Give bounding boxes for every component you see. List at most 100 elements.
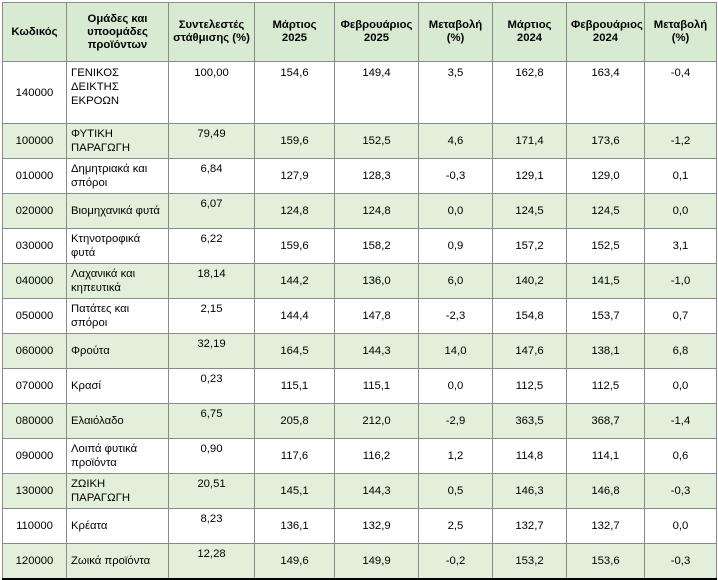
cell-mar2025: 117,6 [254,438,335,474]
cell-change2025: 2,5 [418,508,493,544]
cell-mar2025: 159,6 [254,228,335,264]
cell-weight: 18,14 [168,263,255,299]
cell-feb2025: 116,2 [334,438,419,474]
cell-name: Πατάτες και σπόροι [66,298,169,334]
cell-change2024: 3,1 [644,228,717,264]
cell-feb2025: 128,3 [334,158,419,194]
cell-mar2025: 154,6 [254,61,335,124]
cell-mar2024: 157,2 [492,228,567,264]
cell-mar2024: 140,2 [492,263,567,299]
cell-code: 090000 [2,438,67,474]
cell-change2024: -0,3 [644,543,717,580]
cell-mar2024: 129,1 [492,158,567,194]
cell-code: 130000 [2,473,67,509]
cell-code: 030000 [2,228,67,264]
cell-feb2025: 132,9 [334,508,419,544]
cell-mar2024: 146,3 [492,473,567,509]
cell-mar2024: 112,5 [492,368,567,404]
cell-change2024: -0,4 [644,61,717,124]
table-row: 060000 Φρούτα 32,19 164,5 144,3 14,0 147,6 138,… [2,333,717,369]
cell-weight: 6,22 [168,228,255,264]
cell-name: Ζωικά προϊόντα [66,543,169,580]
cell-feb2025: 149,4 [334,61,419,124]
cell-mar2024: 124,5 [492,193,567,229]
cell-name: Λαχανικά και κηπευτικά [66,263,169,299]
cell-name: Κτηνοτροφικά φυτά [66,228,169,264]
cell-mar2025: 127,9 [254,158,335,194]
cell-weight: 32,19 [168,333,255,369]
header-change-2024: Μεταβολή (%) [644,2,717,62]
cell-mar2025: 164,5 [254,333,335,369]
cell-feb2025: 158,2 [334,228,419,264]
cell-mar2024: 132,7 [492,508,567,544]
cell-change2025: -0,3 [418,158,493,194]
cell-mar2025: 144,4 [254,298,335,334]
cell-change2024: -1,2 [644,123,717,159]
cell-feb2025: 149,9 [334,543,419,580]
table-row: 140000 ΓΕΝΙΚΟΣ ΔΕΙΚΤΗΣ ΕΚΡΟΩΝ 100,00 154,6 1… [2,61,717,124]
cell-feb2024: 132,7 [566,508,645,544]
cell-weight: 79,49 [168,123,255,159]
header-change-2025: Μεταβολή (%) [418,2,493,62]
cell-change2025: 0,9 [418,228,493,264]
cell-change2025: 6,0 [418,263,493,299]
cell-mar2025: 159,6 [254,123,335,159]
cell-weight: 8,23 [168,508,255,544]
header-group: Ομάδες και υποομάδες προϊόντων [66,2,169,62]
cell-feb2025: 115,1 [334,368,419,404]
header-march-2025: Μάρτιος 2025 [254,2,335,62]
table-row: 020000 Βιομηχανικά φυτά 6,07 124,8 124,8 0,0 1… [2,193,717,229]
cell-change2024: 0,7 [644,298,717,334]
header-code: Κωδικός [2,2,67,62]
header-february-2025: Φεβρουάριος 2025 [334,2,419,62]
cell-code: 080000 [2,403,67,439]
cell-feb2024: 153,7 [566,298,645,334]
cell-name: Λοιπά φυτικά προϊόντα [66,438,169,474]
table-row: 080000 Ελαιόλαδο 6,75 205,8 212,0 -2,9 363,5 36… [2,403,717,439]
cell-mar2024: 154,8 [492,298,567,334]
cell-feb2024: 138,1 [566,333,645,369]
cell-change2024: 0,0 [644,508,717,544]
cell-weight: 6,84 [168,158,255,194]
cell-mar2024: 162,8 [492,61,567,124]
cell-feb2024: 368,7 [566,403,645,439]
cell-feb2024: 163,4 [566,61,645,124]
cell-feb2024: 173,6 [566,123,645,159]
cell-code: 060000 [2,333,67,369]
table-row: 090000 Λοιπά φυτικά προϊόντα 0,90 117,6 116,… [2,438,717,474]
cell-name: Δημητριακά και σπόροι [66,158,169,194]
header-weight: Συντελεστές στάθμισης (%) [168,2,255,62]
cell-change2024: 0,1 [644,158,717,194]
cell-name: Κρασί [66,368,169,404]
cell-code: 050000 [2,298,67,334]
cell-change2025: 0,5 [418,473,493,509]
table-row: 040000 Λαχανικά και κηπευτικά 18,14 144,2 13… [2,263,717,299]
cell-name: ΖΩΙΚΗ ΠΑΡΑΓΩΓΗ [66,473,169,509]
cell-change2024: 0,0 [644,193,717,229]
cell-change2025: -2,3 [418,298,493,334]
cell-weight: 2,15 [168,298,255,334]
cell-code: 040000 [2,263,67,299]
cell-change2025: 4,6 [418,123,493,159]
cell-feb2024: 146,8 [566,473,645,509]
cell-mar2025: 144,2 [254,263,335,299]
cell-change2025: 0,0 [418,368,493,404]
table-row: 050000 Πατάτες και σπόροι 2,15 144,4 147,8 -2… [2,298,717,334]
cell-mar2025: 205,8 [254,403,335,439]
cell-weight: 0,90 [168,438,255,474]
cell-mar2025: 115,1 [254,368,335,404]
cell-weight: 100,00 [168,61,255,124]
cell-feb2024: 114,1 [566,438,645,474]
cell-change2024: 0,6 [644,438,717,474]
cell-change2025: -0,2 [418,543,493,580]
cell-change2024: 0,0 [644,368,717,404]
table-row: 130000 ΖΩΙΚΗ ΠΑΡΑΓΩΓΗ 20,51 145,1 144,3 0,5 14… [2,473,717,509]
cell-code: 120000 [2,543,67,580]
cell-name: ΦΥΤΙΚΗ ΠΑΡΑΓΩΓΗ [66,123,169,159]
cell-feb2025: 144,3 [334,333,419,369]
cell-feb2025: 124,8 [334,193,419,229]
cell-mar2024: 147,6 [492,333,567,369]
cell-change2024: -1,0 [644,263,717,299]
cell-change2024: -1,4 [644,403,717,439]
